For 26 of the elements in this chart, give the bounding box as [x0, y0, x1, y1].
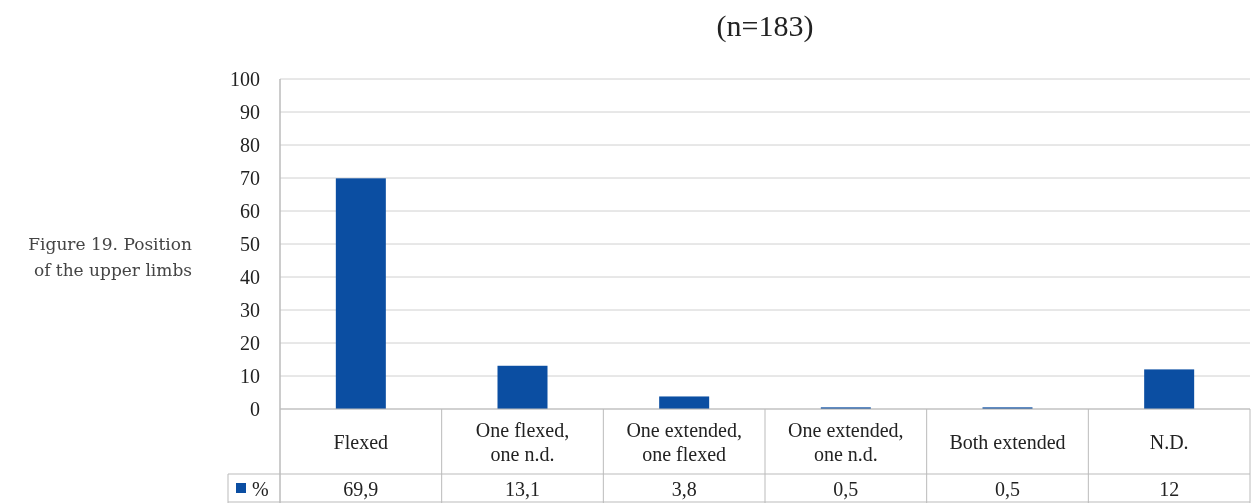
y-tick-label: 50 — [240, 233, 260, 255]
data-label: 69,9 — [343, 478, 379, 500]
caption: Figure 19. Position of the upper limbs — [28, 234, 193, 280]
y-tick-label: 30 — [240, 299, 260, 321]
x-tick-label: Flexed — [333, 430, 389, 453]
x-tick-label: Both extended — [949, 430, 1066, 453]
data-label: 13,1 — [505, 478, 540, 500]
x-tick-label: One flexed, one n.d. — [475, 418, 570, 465]
y-tick-label: 0 — [250, 398, 260, 420]
x-tick-label: One extended, one n.d. — [788, 418, 904, 465]
x-tick-label: One extended, one flexed — [626, 418, 742, 465]
data-label: 0,5 — [833, 478, 859, 500]
legend-label: % — [252, 478, 269, 500]
y-tick-label: 10 — [240, 365, 260, 387]
y-tick-label: 70 — [240, 167, 260, 189]
x-tick-label: N.D. — [1149, 430, 1189, 453]
y-tick-label: 80 — [240, 134, 260, 156]
y-tick-label: 90 — [240, 101, 260, 123]
y-tick-label: 40 — [240, 266, 260, 288]
data-label: 12 — [1159, 478, 1180, 500]
y-tick-label: 20 — [240, 332, 260, 354]
y-tick-label: 60 — [240, 200, 260, 222]
data-label: 0,5 — [995, 478, 1020, 500]
data-label: 3,8 — [671, 478, 697, 500]
chart-title: (n=183) — [716, 9, 814, 43]
y-tick-label: 100 — [230, 68, 260, 90]
